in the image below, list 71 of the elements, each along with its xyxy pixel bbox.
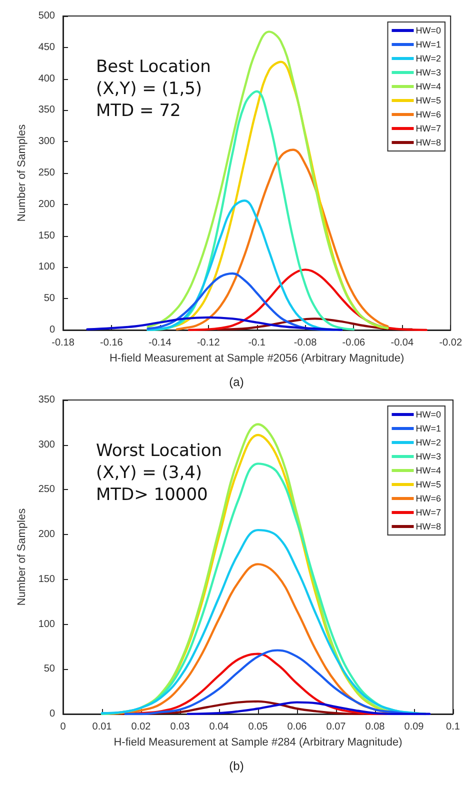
annotation: Worst Location (X,Y) = (3,4) MTD> 10000 bbox=[96, 441, 222, 505]
x-tick-label: -0.12 bbox=[196, 338, 220, 348]
x-tick-label: 0.07 bbox=[326, 722, 346, 732]
legend-label: HW=7 bbox=[416, 124, 442, 134]
x-tick-label: 0 bbox=[60, 722, 66, 732]
y-tick-label: 400 bbox=[38, 73, 56, 84]
legend-label: HW=6 bbox=[416, 110, 442, 120]
y-tick-label: 450 bbox=[38, 42, 56, 53]
y-tick-label: 50 bbox=[44, 293, 56, 304]
legend-label: HW=4 bbox=[416, 466, 442, 476]
y-tick-label: 50 bbox=[44, 664, 56, 675]
x-tick-label: -0.16 bbox=[100, 338, 124, 348]
x-tick-label: -0.06 bbox=[342, 338, 366, 348]
legend-label: HW=8 bbox=[416, 138, 442, 148]
x-tick-label: 0.05 bbox=[248, 722, 268, 732]
y-tick-label: 100 bbox=[38, 618, 56, 630]
legend-label: HW=1 bbox=[416, 40, 442, 50]
y-tick-label: 200 bbox=[38, 198, 56, 210]
line-series bbox=[86, 316, 343, 332]
y-tick-label: 250 bbox=[38, 484, 56, 496]
x-tick-label: -0.14 bbox=[148, 338, 172, 348]
x-tick-label: 0.1 bbox=[446, 722, 460, 732]
y-tick-label: 0 bbox=[49, 708, 56, 720]
annotation: Best Location (X,Y) = (1,5) MTD = 72 bbox=[96, 57, 211, 121]
y-tick-label: 350 bbox=[38, 104, 56, 116]
line-series bbox=[188, 268, 428, 332]
legend-label: HW=0 bbox=[416, 410, 442, 420]
legend-label: HW=7 bbox=[416, 508, 442, 518]
text: (a) bbox=[229, 375, 244, 389]
y-tick-label: 200 bbox=[38, 529, 56, 540]
y-tick-label: 300 bbox=[38, 439, 56, 450]
y-tick-label: 500 bbox=[38, 10, 56, 22]
legend-label: HW=2 bbox=[416, 54, 442, 64]
legend-label: HW=6 bbox=[416, 494, 442, 504]
x-tick-label: 0.01 bbox=[92, 722, 112, 732]
x-tick-label: 0.08 bbox=[365, 722, 386, 732]
legend-label: HW=8 bbox=[416, 522, 442, 532]
x-tick-label: -0.02 bbox=[439, 338, 462, 348]
x-tick-label: -0.18 bbox=[52, 338, 75, 348]
legend-label: HW=0 bbox=[416, 26, 442, 36]
y-axis-title: Number of Samples bbox=[16, 508, 28, 606]
y-tick-label: 300 bbox=[38, 136, 56, 148]
x-tick-label: 0.03 bbox=[170, 722, 190, 732]
x-tick-label: 0.02 bbox=[131, 722, 152, 732]
x-tick-label: 0.09 bbox=[404, 722, 424, 732]
y-tick-label: 0 bbox=[49, 324, 56, 336]
x-tick-label: 0.04 bbox=[209, 722, 230, 732]
x-axis-title: H-field Measurement at Sample #284 (Arbitrary Magnitude) bbox=[114, 736, 402, 748]
legend-label: HW=5 bbox=[416, 480, 442, 490]
x-tick-label: -0.08 bbox=[294, 338, 318, 348]
line-series bbox=[146, 272, 336, 332]
legend-label: HW=3 bbox=[416, 68, 442, 78]
line-series bbox=[176, 148, 389, 330]
y-tick-label: 350 bbox=[38, 394, 56, 406]
legend-label: HW=2 bbox=[416, 438, 442, 448]
legend-label: HW=3 bbox=[416, 452, 442, 462]
line-series bbox=[120, 700, 364, 716]
y-tick-label: 100 bbox=[38, 262, 56, 273]
legend-label: HW=4 bbox=[416, 82, 442, 92]
line-series bbox=[186, 701, 431, 716]
y-tick-label: 250 bbox=[38, 168, 56, 178]
y-tick-label: 150 bbox=[38, 230, 56, 242]
x-tick-label: -0.04 bbox=[390, 338, 414, 348]
text: (b) bbox=[229, 759, 244, 773]
y-axis-title: Number of Samples bbox=[16, 124, 28, 222]
x-tick-label: -0.1 bbox=[248, 338, 266, 348]
x-tick-label: 0.06 bbox=[287, 722, 308, 732]
x-axis-title: H-field Measurement at Sample #2056 (Arbitrary Magnitude) bbox=[109, 352, 404, 364]
legend-label: HW=1 bbox=[416, 424, 442, 434]
legend-label: HW=5 bbox=[416, 96, 442, 106]
y-tick-label: 150 bbox=[38, 574, 56, 585]
